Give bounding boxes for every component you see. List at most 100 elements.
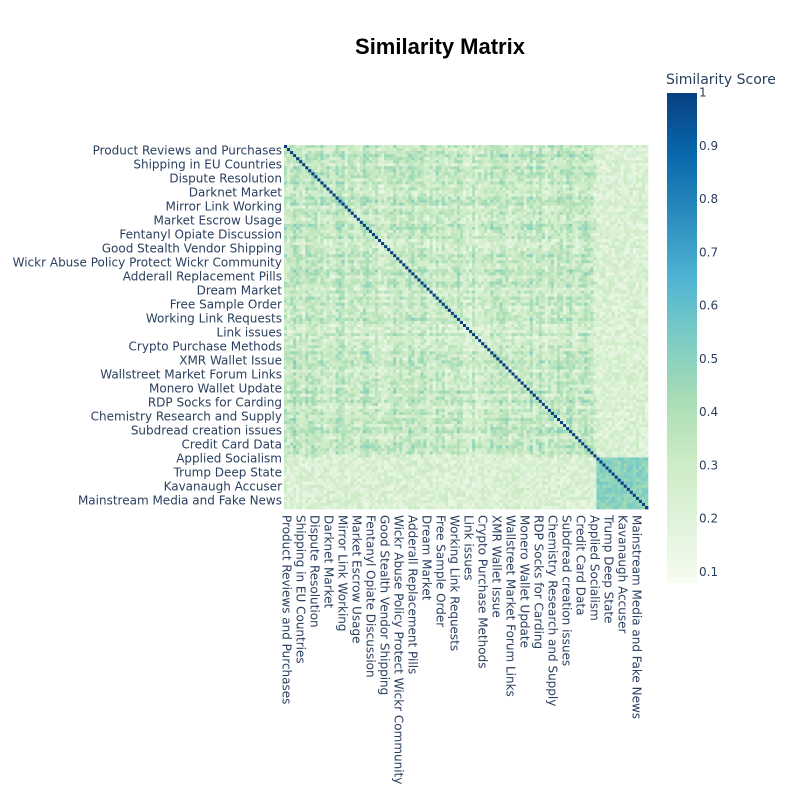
heatmap-cell (329, 169, 333, 173)
heatmap-cell (447, 163, 452, 167)
heatmap-cell (362, 269, 367, 273)
heatmap-cell (635, 166, 640, 170)
heatmap-cell (405, 199, 409, 203)
heatmap-cell (466, 145, 470, 149)
heatmap-cell (505, 196, 509, 200)
heatmap-cell (517, 257, 521, 261)
heatmap-cell (308, 269, 312, 273)
heatmap-cell (347, 208, 352, 213)
heatmap-cell (541, 169, 546, 173)
heatmap-cell (466, 223, 470, 228)
heatmap-cell (420, 202, 424, 207)
heatmap-cell (602, 190, 606, 194)
heatmap-cell (396, 211, 400, 216)
heatmap-cell (450, 229, 455, 234)
heatmap-cell (371, 214, 376, 219)
heatmap-cell (496, 151, 500, 155)
heatmap-cell (511, 160, 515, 164)
heatmap-cell (547, 211, 552, 216)
heatmap-cell (599, 151, 603, 155)
heatmap-cell (296, 211, 300, 216)
heatmap-cell (299, 226, 303, 231)
heatmap-cell (338, 151, 342, 155)
heatmap-cell (505, 257, 509, 261)
heatmap-cell (581, 190, 585, 194)
heatmap-cell (593, 148, 597, 152)
heatmap-cell (529, 239, 534, 243)
heatmap-cell (605, 214, 609, 219)
heatmap-cell (438, 266, 443, 270)
heatmap-cell (557, 175, 561, 179)
heatmap-cell (490, 184, 494, 188)
heatmap-cell (629, 193, 634, 197)
heatmap-cell (326, 229, 330, 234)
heatmap-cell (308, 211, 312, 216)
heatmap-cell (326, 223, 330, 228)
heatmap-cell (378, 169, 382, 173)
heatmap-cell (490, 208, 494, 213)
heatmap-cell (481, 178, 485, 182)
heatmap-cell (402, 178, 406, 182)
heatmap-cell (623, 151, 628, 155)
heatmap-cell (532, 148, 537, 152)
heatmap-cell (341, 257, 346, 261)
heatmap-cell (453, 245, 458, 249)
heatmap-cell (493, 151, 497, 155)
heatmap-cell (341, 220, 346, 225)
heatmap-cell (414, 251, 418, 255)
heatmap-cell (411, 263, 415, 267)
heatmap-cell (541, 236, 546, 240)
heatmap-cell (375, 239, 379, 243)
heatmap-cell (344, 172, 349, 176)
heatmap-cell (626, 175, 631, 179)
heatmap-cell (347, 263, 352, 267)
heatmap-cell (529, 172, 534, 176)
heatmap-cell (317, 263, 321, 267)
heatmap-cell (411, 223, 415, 228)
heatmap-cell (293, 160, 297, 164)
heatmap-cell (502, 154, 506, 158)
heatmap-cell (635, 263, 640, 267)
heatmap-cell (350, 257, 355, 261)
heatmap-cell (299, 217, 303, 222)
heatmap-cell (284, 172, 288, 176)
heatmap-cell (572, 211, 576, 216)
heatmap-cell (371, 242, 376, 246)
heatmap-cell (529, 226, 534, 231)
heatmap-cell (338, 163, 342, 167)
heatmap-cell (587, 178, 591, 182)
heatmap-cell (314, 251, 318, 255)
heatmap-cell (368, 178, 373, 182)
heatmap-cell (299, 169, 303, 173)
heatmap-cell (502, 157, 506, 161)
heatmap-cell (475, 163, 479, 167)
heatmap-cell (438, 251, 443, 255)
heatmap-cell (481, 226, 485, 231)
heatmap-cell (390, 245, 394, 249)
heatmap-cell (429, 226, 433, 231)
heatmap-cell (563, 151, 567, 155)
heatmap-cell (408, 254, 412, 258)
heatmap-cell (472, 169, 476, 173)
heatmap-cell (587, 163, 591, 167)
heatmap-cell (402, 220, 406, 225)
heatmap-cell (432, 172, 437, 176)
heatmap-cell (368, 163, 373, 167)
heatmap-cell (353, 239, 358, 243)
heatmap-cell (359, 229, 364, 234)
heatmap-cell (511, 254, 515, 258)
heatmap-cell (575, 236, 579, 240)
heatmap-cell (459, 145, 464, 149)
heatmap-cell (432, 175, 437, 179)
heatmap-cell (626, 160, 631, 164)
heatmap-cell (472, 181, 476, 185)
heatmap-cell (459, 190, 464, 194)
heatmap-cell (587, 248, 591, 252)
heatmap-cell (293, 220, 297, 225)
heatmap-cell (378, 175, 382, 179)
heatmap-cell (390, 226, 394, 231)
heatmap-cell (535, 199, 540, 203)
heatmap-cell (599, 248, 603, 252)
heatmap-cell (341, 172, 346, 176)
